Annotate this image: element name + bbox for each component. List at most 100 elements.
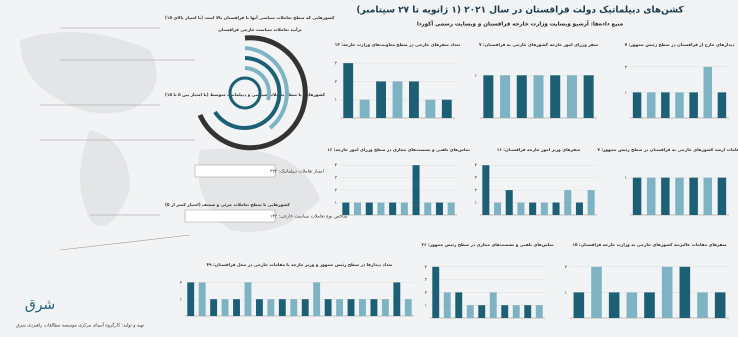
bar	[675, 92, 684, 118]
y-tick-label: ۴	[335, 164, 338, 169]
y-tick-label: ۱	[425, 304, 427, 309]
bar	[221, 299, 229, 316]
bar	[632, 177, 642, 215]
bar	[679, 266, 691, 318]
bar	[370, 299, 378, 316]
bar	[255, 299, 263, 316]
bar	[342, 202, 350, 215]
bar	[646, 92, 656, 118]
bar	[301, 299, 309, 316]
bar	[354, 202, 362, 215]
bar	[661, 177, 670, 215]
bar	[424, 202, 432, 215]
bar	[552, 202, 560, 215]
y-tick-label: ۳	[335, 61, 338, 67]
y-tick-label: ۴	[475, 164, 478, 169]
radial-title: برآیند تعاملات سیاست خارجی قزاقستان	[218, 27, 302, 32]
score: امتیاز تعاملات دیپلماتیک: ۲۲۳	[270, 169, 324, 175]
bar	[233, 299, 240, 316]
chart-title: سفرهای مقامات ارشد کشورهای خارجی به قزاق…	[597, 147, 738, 152]
bar	[675, 177, 684, 215]
bar	[336, 299, 344, 316]
y-tick-label: ۱	[475, 201, 477, 206]
bar	[324, 299, 332, 316]
bar	[550, 75, 561, 118]
bar	[540, 202, 548, 215]
radial-chart	[197, 35, 308, 151]
bar	[466, 305, 474, 318]
bar	[400, 202, 408, 215]
bar	[566, 75, 577, 118]
bar	[505, 190, 513, 215]
y-tick-label: ۱	[565, 291, 567, 296]
y-tick-label: ۳	[475, 175, 478, 181]
bar	[313, 282, 321, 316]
bar	[393, 282, 401, 316]
y-tick-label: ۲	[565, 265, 568, 270]
bar	[359, 99, 370, 118]
bar	[517, 202, 525, 215]
group-heading: کشورهایی با سطح تعاملات سیاسی و دیپلماتی…	[165, 92, 326, 97]
score: شاخص نوع تعاملات سیاست خارجی: ۱۴۳	[270, 214, 348, 220]
bar	[347, 299, 355, 316]
group-heading: کشورهایی با سطح تعاملات جزئی و ضعیف (امت…	[165, 202, 290, 207]
bar	[210, 299, 218, 316]
bar	[425, 99, 436, 118]
bar	[608, 292, 620, 318]
bar	[512, 305, 520, 318]
bar	[564, 190, 572, 215]
bar	[703, 66, 713, 118]
bar	[483, 75, 494, 118]
y-tick-label: ۳	[425, 277, 428, 283]
bar	[714, 292, 726, 318]
bar	[591, 266, 602, 318]
bar	[455, 292, 463, 318]
bar	[198, 282, 206, 316]
bar	[587, 190, 595, 215]
bar	[409, 81, 419, 118]
chart-title: تعداد دیدارها در سطح رئیس جمهور و وزیر خ…	[207, 262, 393, 267]
y-tick-label: ۲	[335, 80, 338, 85]
bar	[478, 305, 486, 318]
y-tick-label: ۲	[425, 291, 428, 296]
bar	[376, 81, 386, 118]
bar	[500, 75, 511, 118]
bar	[489, 292, 497, 318]
bar	[533, 75, 544, 118]
bar	[703, 177, 713, 215]
y-tick-label: ۳	[335, 175, 338, 181]
y-tick-label: ۲	[475, 189, 478, 194]
bar	[343, 63, 354, 118]
chart-title: سفر وزرای امور خارجه کشورهای خارجی به قز…	[479, 42, 598, 47]
bar	[689, 177, 698, 215]
bar	[524, 305, 532, 318]
bar	[717, 92, 727, 118]
score-box	[194, 164, 276, 178]
y-tick-label: ۱	[335, 201, 337, 206]
y-tick-label: ۱	[625, 176, 627, 181]
title: کشن‌های دیپلماتیک دولت قزاقستان در سال ۲…	[356, 6, 684, 16]
bar	[389, 202, 397, 215]
bar	[278, 299, 286, 316]
list-lines	[40, 27, 195, 251]
bar	[447, 202, 455, 215]
bar	[697, 292, 708, 318]
bar	[626, 292, 638, 318]
bar	[441, 99, 452, 118]
chart-title: دیدارهای خارج از قزاقستان در سطح رئیس جم…	[625, 42, 736, 47]
y-tick-label: ۲	[335, 189, 338, 194]
bar	[290, 299, 298, 316]
y-tick-label: ۱	[475, 74, 477, 79]
bar	[377, 202, 385, 215]
y-tick-label: ۴	[425, 265, 428, 270]
chart-title: تعداد سفرهای خارجی در سطح معاونت‌های وزا…	[335, 42, 461, 47]
credit: تهیه و تولید: کارگروه آسیای مرکزی موسسه …	[16, 322, 145, 329]
bar	[494, 202, 502, 215]
bar	[661, 92, 670, 118]
bar	[689, 92, 698, 118]
bar	[244, 282, 252, 316]
bar	[575, 202, 583, 215]
bar	[359, 299, 366, 316]
bar	[187, 282, 195, 316]
bar	[644, 292, 655, 318]
